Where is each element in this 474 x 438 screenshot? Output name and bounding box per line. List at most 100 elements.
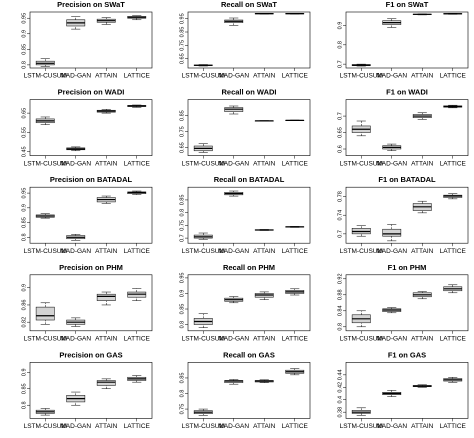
y-tick-label: 0.7: [179, 234, 185, 242]
panel: F1 on GAS 0.38 0.4 0.42 0.44 LSTM-CUSUMMAD-GA…: [337, 350, 469, 430]
y-tick-label: 0.7: [337, 230, 343, 238]
x-tick-label: MAD-GAN: [60, 248, 91, 255]
plot-frame: [187, 99, 311, 156]
panel-title: F1 on WADI: [386, 88, 428, 97]
x-tick-label: ATTAIN: [253, 248, 275, 255]
x-tick-label: LATTICE: [440, 336, 467, 343]
plot-frame: [187, 274, 311, 332]
y-tick-label: 0.7: [337, 112, 343, 120]
y-tick-label: 0.85: [21, 44, 27, 55]
x-tick-label: ATTAIN: [253, 336, 275, 343]
x-tick-label: MAD-GAN: [218, 336, 249, 343]
y-tick-label: 0.45: [21, 146, 27, 157]
panel-title: F1 on GAS: [388, 350, 426, 359]
x-tick-label: LSTM-CUSUM: [340, 423, 383, 430]
box: [382, 228, 402, 237]
x-tick-label: MAD-GAN: [60, 423, 91, 430]
x-tick-label: LSTM-CUSUM: [340, 248, 383, 255]
panel-title: F1 on BATADAL: [378, 175, 436, 184]
plot-frame: [29, 362, 153, 419]
x-tick-label: MAD-GAN: [376, 73, 407, 80]
x-tick-label: LSTM-CUSUM: [24, 423, 67, 430]
y-tick-label: 0.86: [21, 300, 27, 311]
x-tick-label: LATTICE: [282, 160, 309, 167]
y-tick-label: 0.44: [337, 369, 343, 380]
y-tick-label: 0.8: [179, 209, 185, 217]
x-tick-label: LSTM-CUSUM: [340, 73, 383, 80]
panel-title: F1 on SWaT: [386, 0, 429, 9]
panel-title: Recall on SWaT: [221, 0, 277, 9]
y-tick-label: 0.8: [21, 401, 27, 409]
panel: Precision on SWaT 0.8 0.85 0.9 0.95 LSTM-CUSU…: [21, 0, 153, 80]
x-tick-label: LATTICE: [440, 73, 467, 80]
panel-title: Precision on SWaT: [57, 0, 125, 9]
panel-title: Precision on PHM: [59, 263, 123, 272]
x-tick-label: MAD-GAN: [218, 423, 249, 430]
x-tick-label: LATTICE: [124, 248, 151, 255]
x-tick-label: LSTM-CUSUM: [24, 160, 67, 167]
x-tick-label: ATTAIN: [253, 423, 275, 430]
panel-title: Recall on PHM: [223, 263, 275, 272]
y-tick-label: 0.85: [179, 373, 185, 384]
plot-frame: [345, 11, 469, 69]
panel: Recall on SWaT 0.65 0.75 0.85 0.95 LSTM-CUSUM…: [179, 0, 311, 80]
y-tick-label: 0.9: [337, 22, 343, 30]
x-tick-label: ATTAIN: [253, 73, 275, 80]
y-tick-label: 0.84: [337, 305, 343, 316]
y-tick-label: 0.95: [21, 13, 27, 24]
y-tick-label: 0.8: [179, 390, 185, 398]
y-tick-label: 0.78: [337, 191, 343, 202]
y-tick-label: 0.75: [179, 126, 185, 137]
y-tick-label: 0.8: [179, 321, 185, 329]
x-tick-label: LSTM-CUSUM: [24, 248, 67, 255]
plot-frame: [187, 362, 311, 419]
x-tick-label: LATTICE: [124, 336, 151, 343]
x-tick-label: ATTAIN: [411, 73, 433, 80]
panel-title: Precision on BATADAL: [50, 175, 133, 184]
x-tick-label: MAD-GAN: [60, 73, 91, 80]
plot-frame: [29, 11, 153, 69]
x-tick-label: ATTAIN: [411, 248, 433, 255]
y-tick-label: 0.4: [337, 396, 343, 404]
y-tick-label: 0.95: [179, 273, 185, 284]
x-tick-label: ATTAIN: [411, 336, 433, 343]
x-tick-label: LATTICE: [124, 73, 151, 80]
panel: Precision on WADI 0.45 0.55 0.65 LSTM-CUSUMM…: [21, 88, 153, 167]
x-tick-label: MAD-GAN: [218, 248, 249, 255]
x-tick-label: ATTAIN: [95, 423, 117, 430]
y-tick-label: 0.55: [21, 127, 27, 138]
x-tick-label: ATTAIN: [95, 73, 117, 80]
y-tick-label: 0.7: [337, 60, 343, 68]
panel: Precision on GAS 0.8 0.85 0.9 LSTM-CUSUMMAD-…: [21, 350, 153, 430]
x-tick-label: ATTAIN: [95, 160, 117, 167]
y-tick-label: 0.9: [21, 30, 27, 38]
y-tick-label: 0.95: [21, 188, 27, 199]
plot-frame: [345, 274, 469, 332]
panel-title: Precision on WADI: [58, 88, 125, 97]
plot-frame: [345, 99, 469, 156]
x-tick-label: LATTICE: [440, 160, 467, 167]
x-tick-label: LATTICE: [124, 160, 151, 167]
y-tick-label: 0.95: [179, 13, 185, 24]
y-tick-label: 0.85: [179, 27, 185, 38]
x-tick-label: MAD-GAN: [376, 423, 407, 430]
x-tick-label: LSTM-CUSUM: [182, 160, 225, 167]
x-tick-label: LSTM-CUSUM: [182, 336, 225, 343]
y-tick-label: 0.75: [179, 220, 185, 231]
x-tick-label: MAD-GAN: [376, 336, 407, 343]
y-tick-label: 0.85: [21, 383, 27, 394]
x-tick-label: LATTICE: [282, 248, 309, 255]
box: [96, 293, 116, 301]
x-tick-label: ATTAIN: [411, 423, 433, 430]
x-tick-label: LSTM-CUSUM: [182, 73, 225, 80]
x-tick-label: MAD-GAN: [60, 336, 91, 343]
panel: Recall on PHM 0.8 0.85 0.9 0.95 LSTM-CUSUMMAD…: [179, 263, 311, 343]
panel: Recall on BATADAL 0.7 0.75 0.8 0.85 LSTM-CUSU…: [179, 175, 311, 255]
y-tick-label: 0.8: [337, 323, 343, 331]
y-tick-label: 0.42: [337, 382, 343, 393]
x-tick-label: MAD-GAN: [376, 248, 407, 255]
